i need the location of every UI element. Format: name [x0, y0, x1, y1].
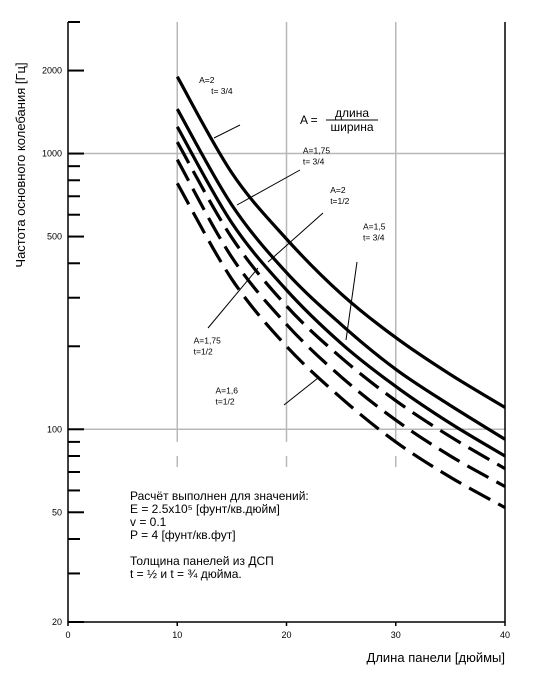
curve-annotation-line: t=1/2 [330, 196, 349, 206]
annotation-leader [213, 124, 241, 139]
curve-annotation: A=1,5 t= 3/4 [363, 222, 386, 243]
series-line-4 [175, 141, 506, 470]
x-tick-label: 0 [65, 630, 70, 640]
note-line: v = 0.1 [130, 515, 167, 529]
y-tick-label: 50 [52, 507, 62, 517]
curve-annotation-line: A=2 [330, 185, 346, 195]
formula-numerator: длина [335, 106, 369, 120]
curve-annotation-line: A=1,75 [194, 335, 221, 345]
x-tick-label: 20 [281, 630, 291, 640]
series-line-6 [175, 182, 506, 509]
y-axis-title: Частота основного колебания [Гц] [13, 62, 28, 267]
annotation-leader [283, 377, 319, 406]
y-tick-label: 100 [47, 424, 62, 434]
text-layer: 20 50 100 500 1000 2000 0 10 20 30 40 Длина панели … [13, 62, 510, 665]
annotation-leader [345, 261, 358, 341]
note-line: P = 4 [фунт/кв.фут] [130, 528, 236, 542]
note-line: Расчёт выполнен для значений: [130, 489, 309, 503]
curve-annotation-line: t= 3/4 [363, 233, 385, 243]
curve-annotation: A=1,75 t=1/2 [194, 335, 221, 356]
curve-annotation-line: A=1,75 [303, 146, 330, 156]
x-tick-label: 10 [172, 630, 182, 640]
y-tick-label: 500 [47, 232, 62, 242]
curve-annotation-line: A=1,5 [363, 222, 386, 232]
formula-denominator: ширина [330, 120, 373, 134]
series-line-3 [175, 126, 506, 458]
series-line-5 [175, 158, 506, 488]
note-line: Толщина панелей из ДСП [130, 554, 274, 568]
y-tick-label: 20 [52, 617, 62, 627]
annotation-leader [267, 212, 324, 263]
curve-annotation-line: A=1,6 [215, 385, 238, 395]
curve-annotation: A=2 t=1/2 [330, 185, 349, 206]
curve-annotation: A=1,75 t= 3/4 [303, 146, 330, 167]
curve-annotation-line: t= 3/4 [211, 86, 233, 96]
curve-annotation-line: t= 3/4 [303, 157, 325, 167]
note-line: t = ½ и t = ¾ дюйма. [130, 567, 242, 581]
curve-annotation-line: t=1/2 [194, 346, 213, 356]
x-tick-label: 30 [391, 630, 401, 640]
curve-annotation: A=1,6 t=1/2 [215, 385, 238, 406]
series-line-2 [175, 108, 506, 441]
series-layer [175, 75, 506, 509]
x-tick-label: 40 [500, 630, 510, 640]
curve-annotation: A=2 t= 3/4 [199, 75, 233, 96]
x-axis-title: Длина панели [дюймы] [367, 650, 505, 665]
y-tick-label: 2000 [42, 66, 62, 76]
axes-layer [67, 21, 506, 626]
y-tick-label: 1000 [42, 149, 62, 159]
annotation-leader [207, 267, 259, 329]
formula-lhs: A = [300, 113, 318, 127]
note-line: E = 2.5x10⁵ [фунт/кв.дюйм] [130, 502, 280, 516]
series-line-1 [175, 75, 506, 409]
curve-annotation-line: t=1/2 [215, 396, 234, 406]
curve-annotation-line: A=2 [199, 75, 215, 85]
annotation-leader [236, 169, 301, 206]
grid-layer [68, 22, 505, 467]
